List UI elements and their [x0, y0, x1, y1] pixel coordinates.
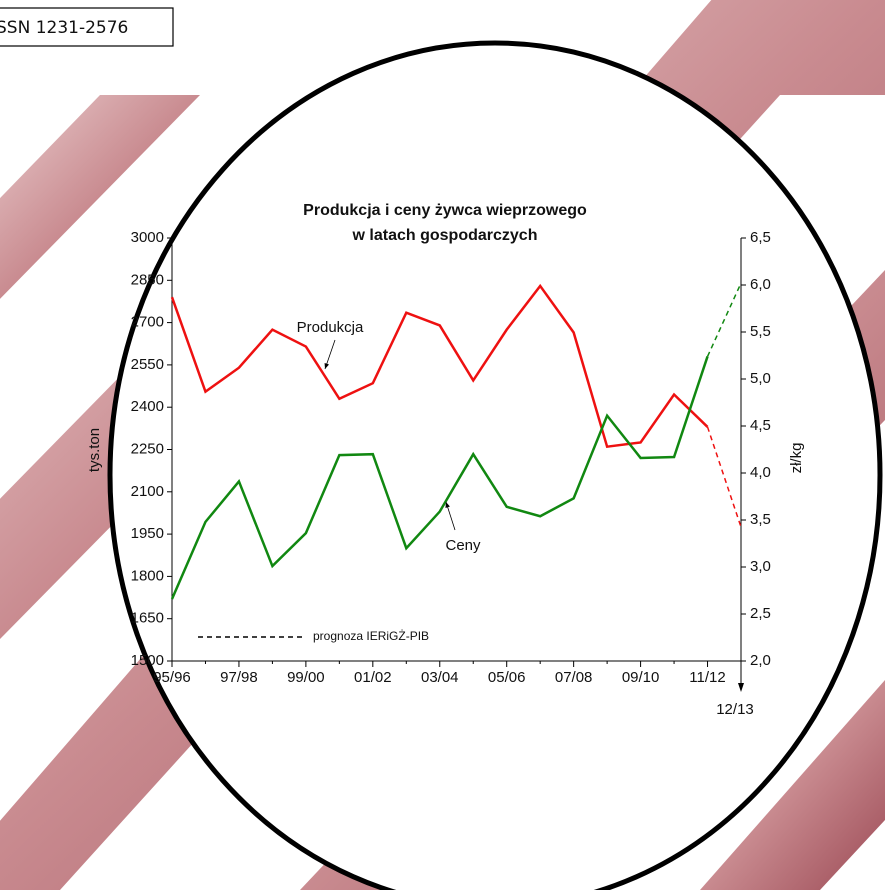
x-tick-label: 99/00 [287, 669, 325, 686]
x-tick-label: 95/96 [153, 669, 191, 686]
x-tick-label: 01/02 [354, 669, 392, 686]
y2-axis-label: zł/kg [788, 443, 805, 474]
y-tick-label: 2250 [131, 440, 164, 457]
y-tick-label: 3000 [131, 229, 164, 246]
x-tick-label: 05/06 [488, 669, 526, 686]
y-tick-label: 2550 [131, 356, 164, 373]
y2-tick-label: 3,0 [750, 558, 771, 575]
x-tick-label: 09/10 [622, 669, 660, 686]
y2-tick-label: 5,5 [750, 323, 771, 340]
y-tick-label: 1500 [131, 652, 164, 669]
y-tick-label: 1650 [131, 610, 164, 627]
issn: SSN 1231-2576 [0, 18, 128, 38]
series-line [170, 283, 709, 449]
x-tick-label: 07/08 [555, 669, 593, 686]
series-line [170, 356, 709, 600]
y-tick-label: 2400 [131, 398, 164, 415]
x-arrow-head [738, 683, 744, 692]
series-annotation: Ceny [445, 537, 481, 554]
y-tick-label: 2100 [131, 483, 164, 500]
x-tick-label: 11/12 [689, 669, 725, 686]
x-tick-label: 03/04 [421, 669, 459, 686]
y2-tick-label: 2,5 [750, 605, 771, 622]
y-tick-label: 2700 [131, 314, 164, 331]
chart-title: Produkcja i ceny żywca wieprzowego [303, 202, 587, 219]
y2-tick-label: 6,0 [750, 276, 771, 293]
y2-tick-label: 6,5 [750, 229, 771, 246]
y-tick-label: 1950 [131, 525, 164, 542]
y-tick-label: 2850 [131, 271, 164, 288]
circle-frame [107, 40, 883, 890]
legend-text: prognoza IERiGŻ-PIB [313, 629, 429, 643]
y2-tick-label: 2,0 [750, 652, 771, 669]
y2-tick-label: 5,0 [750, 370, 771, 387]
y2-tick-label: 4,0 [750, 464, 771, 481]
y2-tick-label: 4,5 [750, 417, 771, 434]
x-tick-label: 12/13 [716, 701, 754, 718]
chart-title: w latach gospodarczych [352, 227, 538, 244]
y-axis-label: tys.ton [86, 428, 103, 472]
annotation-arrow-head [445, 502, 450, 508]
issn-box [0, 7, 174, 47]
series-annotation: Produkcja [297, 319, 364, 336]
x-tick-label: 97/98 [220, 669, 258, 686]
annotation-arrow-head [324, 363, 330, 369]
y-tick-label: 1800 [131, 567, 164, 584]
y2-tick-label: 3,5 [750, 511, 771, 528]
forecast-line [706, 282, 742, 357]
